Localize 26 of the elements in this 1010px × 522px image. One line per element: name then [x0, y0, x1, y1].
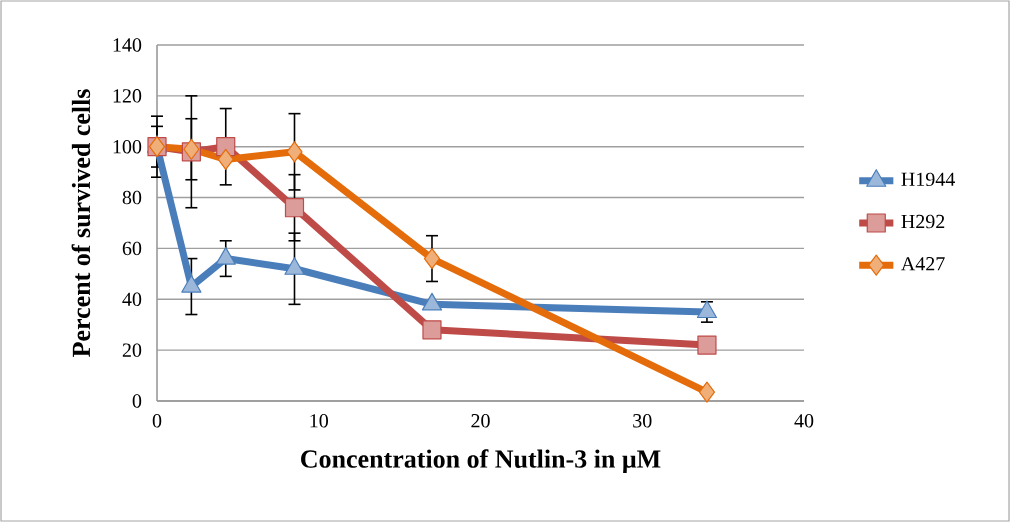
legend-label: A427: [901, 257, 945, 271]
y-tick-label: 140: [113, 38, 142, 52]
point: [217, 148, 234, 171]
y-tick-label: 120: [113, 89, 142, 103]
point: [697, 335, 717, 355]
y-tick-label: 100: [113, 139, 142, 154]
x-tick-label: 10: [310, 414, 329, 428]
x-tick-label: 30: [633, 414, 652, 428]
y-axis-title: Percent of survived cells: [71, 89, 91, 357]
y-tick-label: 60: [122, 241, 142, 256]
point: [183, 138, 200, 160]
point: [698, 381, 716, 403]
point: [422, 320, 442, 340]
y-tick-label: 0: [132, 394, 142, 408]
x-tick-label: 20: [471, 414, 490, 428]
y-tick-label: 20: [122, 343, 142, 357]
x-tick-label: 0: [152, 414, 162, 428]
legend-label: H1944: [901, 172, 955, 187]
y-tick-label: 40: [122, 292, 142, 307]
legend-label: H292: [901, 214, 945, 229]
y-tick-label: 80: [122, 190, 142, 205]
x-axis-title: Concentration of Nutlin-3 in μM: [301, 449, 661, 474]
point: [286, 141, 303, 163]
point: [284, 198, 305, 218]
point: [423, 247, 441, 270]
x-tick-label: 40: [794, 414, 814, 428]
